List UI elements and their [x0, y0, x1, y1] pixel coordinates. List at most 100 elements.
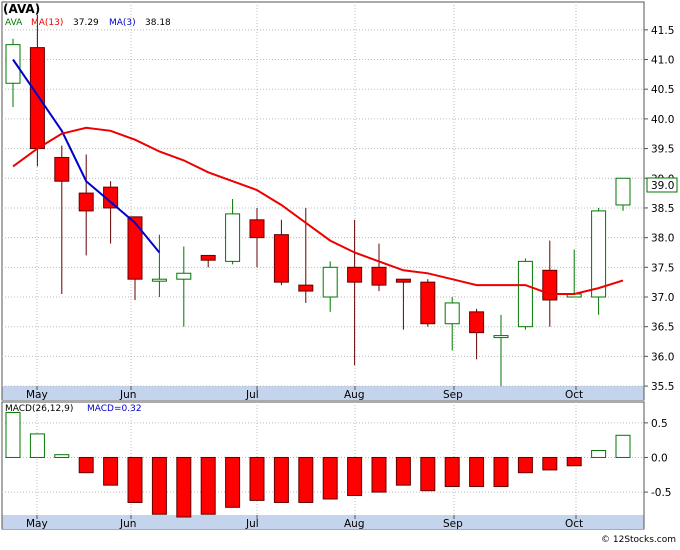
- price-x-tick-label: May: [26, 389, 48, 401]
- legend-ma13-value: 37.29: [73, 18, 99, 28]
- price-y-tick-label: 41.5: [651, 25, 674, 37]
- macd-bar-negative: [469, 456, 485, 488]
- candle-layer: [5, 44, 631, 339]
- candle-down: [78, 192, 94, 212]
- price-y-tick-label: 40.5: [651, 84, 674, 96]
- legend-ma3-label: MA(3): [109, 18, 136, 28]
- candle-down: [469, 311, 485, 334]
- price-y-tick-label: 37.5: [651, 262, 674, 274]
- candle-down: [29, 47, 45, 150]
- candle-down: [273, 234, 289, 283]
- macd-bar-layer: [5, 411, 631, 518]
- macd-bar-negative: [444, 456, 460, 488]
- legend-ma3-value: 38.18: [145, 18, 171, 28]
- candle-up: [225, 213, 241, 262]
- candle-down: [420, 281, 436, 325]
- price-x-tick-label: Aug: [344, 389, 365, 401]
- watermark: © 12Stocks.com: [601, 535, 676, 545]
- price-y-tick-label: 36.0: [651, 351, 674, 363]
- price-y-tick-label: 38.0: [651, 233, 674, 245]
- price-date-axis-band: [2, 386, 644, 400]
- candle-down: [200, 254, 216, 261]
- candle-down: [298, 284, 314, 292]
- macd-label: MACD(26,12,9): [5, 404, 73, 414]
- price-x-tick-label: Jun: [119, 389, 136, 401]
- macd-bar-negative: [273, 456, 289, 503]
- price-x-tick-label: Jul: [245, 389, 259, 401]
- macd-bar-positive: [591, 450, 607, 458]
- macd-bar-negative: [249, 456, 265, 501]
- price-x-tick-label: Sep: [443, 389, 463, 401]
- candle-up: [5, 44, 21, 84]
- macd-bar-positive: [29, 433, 45, 458]
- chart-title: (AVA): [3, 2, 40, 16]
- macd-bar-negative: [103, 456, 119, 486]
- candle-down: [542, 269, 558, 301]
- legend-ma13-label: MA(13): [31, 18, 63, 28]
- price-y-tick-label: 36.5: [651, 322, 674, 334]
- ma13-line: [12, 126, 624, 295]
- candle-up: [322, 266, 338, 298]
- macd-bar-negative: [78, 456, 94, 474]
- macd-x-tick-label: Jun: [119, 518, 136, 530]
- macd-bar-negative: [371, 456, 387, 493]
- candle-down: [127, 216, 143, 280]
- candle-down: [395, 278, 411, 283]
- price-y-tick-label: 37.0: [651, 292, 674, 304]
- macd-x-tick-label: Jul: [245, 518, 259, 530]
- candle-down: [103, 186, 119, 209]
- price-y-tick-label: 38.5: [651, 203, 674, 215]
- candle-down: [249, 219, 265, 239]
- candle-down: [371, 266, 387, 286]
- macd-bar-positive: [5, 411, 21, 458]
- candle-down: [54, 156, 70, 182]
- macd-bar-negative: [347, 456, 363, 497]
- macd-value-label: MACD=0.32: [87, 404, 142, 414]
- frame-layer: [1, 1, 645, 530]
- candle-up: [176, 272, 192, 280]
- macd-x-tick-label: Oct: [565, 518, 583, 530]
- macd-bar-negative: [225, 456, 241, 508]
- price-y-tick-label: 41.0: [651, 55, 674, 67]
- last-price-tag: 39.0: [651, 180, 674, 192]
- price-panel-frame: [1, 1, 645, 401]
- macd-bar-positive: [615, 434, 631, 458]
- macd-y-tick-label: 0.5: [651, 418, 668, 430]
- candle-down: [347, 266, 363, 283]
- price-y-tick-label: 40.0: [651, 114, 674, 126]
- macd-bar-negative: [127, 456, 143, 503]
- price-y-tick-label: 35.5: [651, 381, 674, 393]
- macd-bar-negative: [493, 456, 509, 488]
- macd-bar-negative: [298, 456, 314, 503]
- candle-up: [151, 278, 167, 282]
- price-x-tick-label: Oct: [565, 389, 583, 401]
- macd-x-tick-label: Aug: [344, 518, 365, 530]
- candle-up: [615, 177, 631, 206]
- macd-date-axis-band: [2, 515, 644, 529]
- macd-bar-negative: [542, 456, 558, 471]
- macd-x-tick-label: May: [26, 518, 48, 530]
- last-price-tag-box: [646, 177, 678, 193]
- macd-bar-negative: [517, 456, 533, 474]
- macd-bar-positive: [54, 454, 70, 458]
- legend-symbol: AVA: [5, 18, 23, 28]
- macd-bar-negative: [395, 456, 411, 486]
- macd-bar-negative: [322, 456, 338, 500]
- candle-up: [517, 260, 533, 328]
- macd-x-tick-label: Sep: [443, 518, 463, 530]
- macd-bar-negative: [176, 456, 192, 518]
- macd-bar-negative: [420, 456, 436, 492]
- macd-bar-negative: [200, 456, 216, 515]
- candle-up: [493, 335, 509, 339]
- moving-average-layer: [12, 58, 624, 295]
- macd-y-tick-label: 0.0: [651, 452, 668, 464]
- macd-bar-negative: [566, 456, 582, 467]
- ma3-line: [12, 58, 161, 254]
- macd-bar-negative: [151, 456, 167, 515]
- tick-label-layer: 35.5 36.0 36.5 37.0 37.5 38.0 38.5 39.0 39.5 40.0…: [26, 25, 674, 530]
- candle-up: [591, 210, 607, 298]
- macd-y-tick-label: -0.5: [651, 487, 672, 499]
- price-y-tick-label: 39.5: [651, 144, 674, 156]
